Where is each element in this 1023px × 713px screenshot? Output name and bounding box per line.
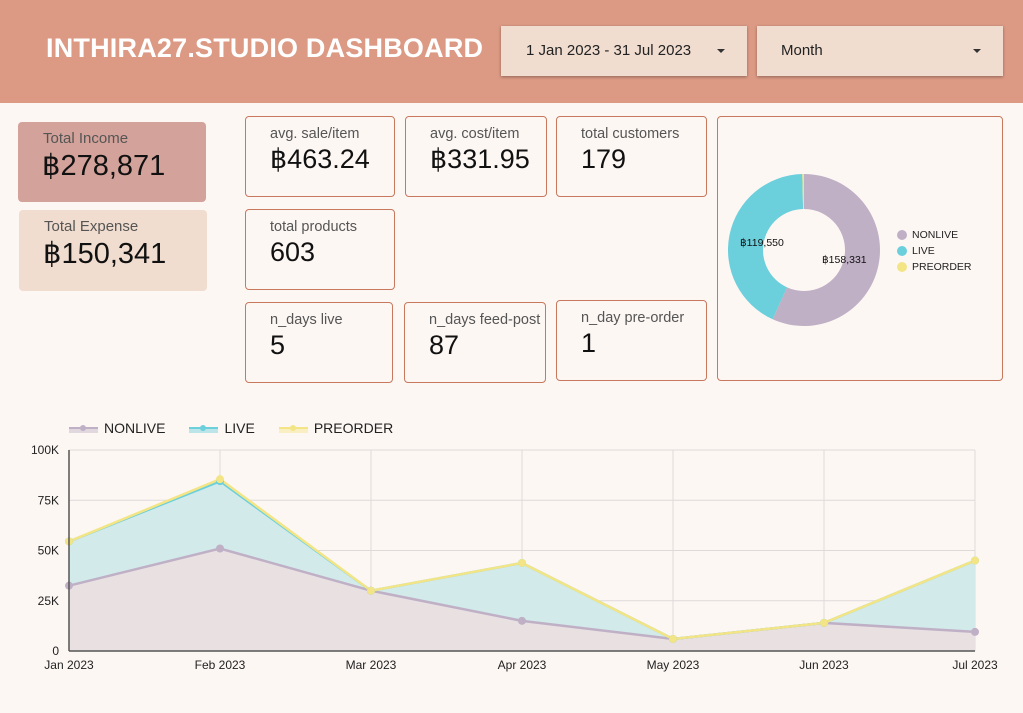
days-preorder-label: n_day pre-order — [581, 310, 685, 326]
granularity-value: Month — [781, 42, 823, 59]
x-tick-label: Jul 2023 — [952, 658, 998, 672]
area-nonlive — [69, 548, 975, 651]
total-income-value: ฿278,871 — [42, 150, 166, 182]
days-preorder-card: n_day pre-order 1 — [556, 300, 707, 381]
x-tick-label: Apr 2023 — [498, 658, 547, 672]
total-expense-card: Total Expense ฿150,341 — [19, 210, 207, 291]
point-preorder[interactable] — [820, 618, 828, 627]
x-tick-label: Jan 2023 — [44, 658, 94, 672]
legend-preorder[interactable]: PREORDER — [278, 420, 394, 436]
point-nonlive[interactable] — [971, 627, 979, 636]
nonlive-swatch-icon — [69, 424, 98, 433]
donut-legend: NONLIVE LIVE PREORDER — [897, 227, 972, 275]
caret-down-icon — [717, 49, 725, 53]
legend-nonlive[interactable]: NONLIVE — [69, 420, 165, 436]
donut-label-nonlive: ฿158,331 — [822, 254, 867, 266]
total-income-card: Total Income ฿278,871 — [18, 122, 206, 202]
days-feed-post-label: n_days feed-post — [429, 312, 541, 328]
legend-live[interactable]: LIVE — [189, 420, 255, 436]
days-preorder-value: 1 — [581, 328, 597, 358]
legend-preorder-label: PREORDER — [313, 420, 394, 436]
total-products-value: 603 — [270, 237, 316, 267]
avg-sale-card: avg. sale/item ฿463.24 — [245, 116, 395, 197]
total-customers-label: total customers — [581, 126, 680, 142]
preorder-dot-icon — [897, 262, 907, 272]
y-tick-label: 0 — [52, 644, 59, 658]
point-nonlive[interactable] — [518, 616, 526, 625]
legend-nonlive-label: NONLIVE — [104, 420, 166, 436]
caret-down-icon — [973, 49, 981, 53]
live-dot-icon — [897, 246, 907, 256]
monthly-sales-area-chart: 0 25K 50K 75K 100K Jan 2023 Feb 2023 Mar 2023 Ap… — [31, 443, 998, 672]
live-swatch-icon — [189, 424, 219, 433]
y-tick-label: 50K — [38, 544, 59, 558]
days-live-label: n_days live — [270, 312, 343, 328]
x-tick-label: May 2023 — [647, 658, 700, 672]
total-customers-card: total customers 179 — [556, 116, 707, 197]
dashboard-title: INTHIRA27.STUDIO DASHBOARD — [46, 33, 484, 63]
donut-label-live: ฿119,550 — [740, 237, 784, 249]
point-preorder[interactable] — [518, 558, 526, 567]
x-tick-label: Jun 2023 — [799, 658, 849, 672]
preorder-swatch-icon — [278, 424, 308, 433]
total-customers-value: 179 — [581, 144, 627, 174]
days-live-card: n_days live 5 — [245, 302, 393, 383]
y-tick-label: 75K — [38, 493, 59, 507]
y-tick-label: 25K — [38, 594, 59, 608]
donut-legend-nonlive[interactable]: NONLIVE — [897, 227, 972, 243]
avg-sale-label: avg. sale/item — [270, 126, 360, 142]
days-live-value: 5 — [270, 330, 286, 360]
donut-legend-nonlive-label: NONLIVE — [912, 229, 959, 241]
total-income-label: Total Income — [43, 130, 129, 147]
sales-channel-donut-card — [717, 116, 1003, 381]
area-chart-legend: NONLIVE LIVE PREORDER — [69, 420, 417, 436]
avg-sale-value: ฿463.24 — [270, 144, 370, 174]
avg-cost-card: avg. cost/item ฿331.95 — [405, 116, 547, 197]
point-preorder[interactable] — [367, 586, 375, 595]
area-live — [69, 481, 975, 639]
donut-legend-live[interactable]: LIVE — [897, 243, 972, 259]
date-range-value: 1 Jan 2023 - 31 Jul 2023 — [526, 42, 692, 59]
total-products-card: total products 603 — [245, 209, 395, 290]
nonlive-dot-icon — [897, 230, 907, 240]
x-tick-label: Feb 2023 — [195, 658, 246, 672]
point-preorder[interactable] — [971, 556, 979, 565]
total-expense-value: ฿150,341 — [43, 238, 167, 270]
total-expense-label: Total Expense — [44, 218, 139, 235]
avg-cost-value: ฿331.95 — [430, 144, 530, 174]
point-preorder[interactable] — [669, 634, 677, 643]
date-range-dropdown[interactable]: 1 Jan 2023 - 31 Jul 2023 — [501, 26, 747, 76]
granularity-dropdown[interactable]: Month — [757, 26, 1003, 76]
donut-legend-preorder[interactable]: PREORDER — [897, 259, 972, 275]
x-tick-label: Mar 2023 — [346, 658, 397, 672]
header-bar: INTHIRA27.STUDIO DASHBOARD 1 Jan 2023 - … — [0, 0, 1023, 103]
donut-legend-live-label: LIVE — [912, 245, 935, 257]
y-tick-label: 100K — [31, 443, 59, 457]
point-nonlive[interactable] — [216, 544, 224, 553]
point-preorder[interactable] — [216, 475, 224, 484]
days-feed-post-card: n_days feed-post 87 — [404, 302, 546, 383]
legend-live-label: LIVE — [224, 420, 255, 436]
avg-cost-label: avg. cost/item — [430, 126, 520, 142]
donut-legend-preorder-label: PREORDER — [912, 261, 972, 273]
days-feed-post-value: 87 — [429, 330, 460, 360]
total-products-label: total products — [270, 219, 358, 235]
